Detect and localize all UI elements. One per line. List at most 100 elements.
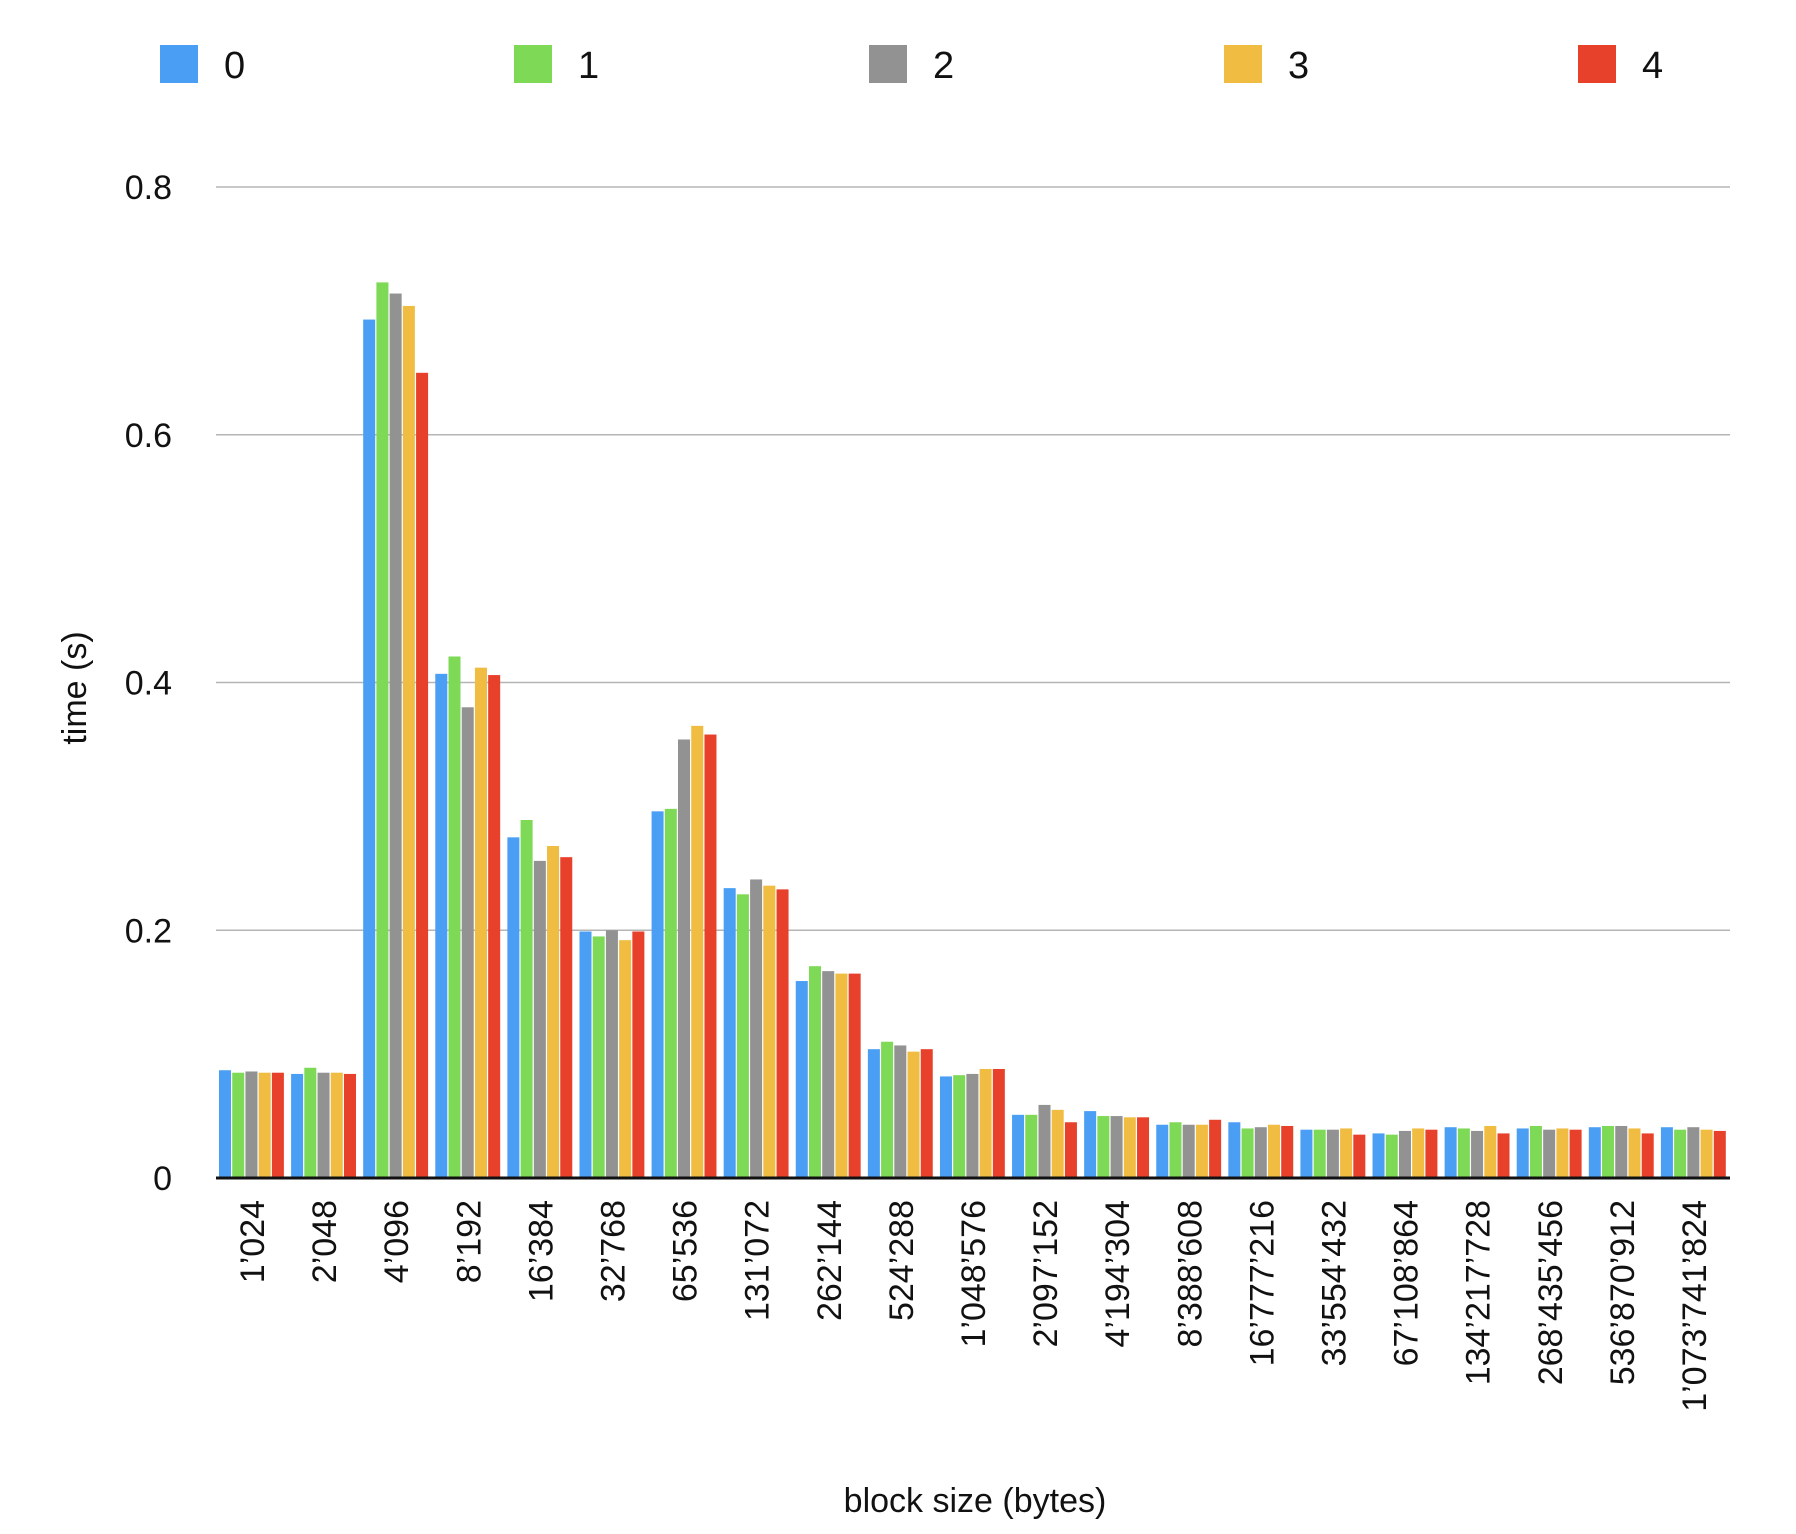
bar-series-4-19 — [1641, 1133, 1654, 1178]
bar-series-4-5 — [632, 931, 645, 1178]
bar-series-2-15 — [1326, 1129, 1339, 1178]
bar-series-0-18 — [1516, 1128, 1529, 1178]
legend-swatch-2 — [869, 45, 907, 83]
bar-series-4-4 — [560, 857, 573, 1178]
bar-series-4-10 — [992, 1068, 1005, 1178]
bar-series-3-11 — [1051, 1109, 1064, 1178]
bar-series-3-6 — [691, 725, 704, 1178]
bar-series-3-20 — [1700, 1129, 1713, 1178]
bar-series-1-13 — [1169, 1122, 1182, 1178]
bar-series-0-3 — [435, 673, 448, 1178]
bar-series-2-11 — [1038, 1104, 1051, 1178]
bar-series-4-14 — [1281, 1125, 1294, 1178]
bar-series-1-16 — [1385, 1134, 1398, 1178]
bar-series-2-14 — [1254, 1127, 1267, 1178]
bar-series-2-13 — [1182, 1124, 1195, 1178]
bar-series-3-9 — [907, 1051, 920, 1178]
bar-series-1-3 — [448, 656, 461, 1178]
y-axis-title: time (s) — [56, 631, 94, 744]
bar-series-1-18 — [1529, 1125, 1542, 1178]
legend-swatch-4 — [1578, 45, 1616, 83]
bar-series-0-1 — [291, 1073, 304, 1178]
bar-series-3-0 — [258, 1072, 271, 1178]
x-tick-label: 131’072 — [739, 1200, 777, 1321]
bar-series-3-19 — [1628, 1128, 1641, 1178]
bar-series-3-18 — [1556, 1128, 1569, 1178]
bar-series-1-0 — [232, 1072, 245, 1178]
legend-label-1: 1 — [578, 45, 599, 87]
bar-series-2-2 — [389, 293, 402, 1178]
bar-series-1-9 — [881, 1041, 894, 1178]
bar-series-3-7 — [763, 885, 776, 1178]
bar-series-0-0 — [219, 1070, 232, 1178]
gridlines — [216, 186, 1730, 931]
bar-series-0-16 — [1372, 1133, 1385, 1178]
y-tick-label: 0.8 — [125, 169, 172, 207]
x-tick-label: 4’194’304 — [1099, 1200, 1137, 1347]
bar-series-2-0 — [245, 1071, 258, 1178]
bar-series-3-2 — [402, 305, 415, 1178]
legend-swatch-1 — [514, 45, 552, 83]
legend-label-2: 2 — [933, 45, 954, 87]
x-axis-ticks: 1’024 2’048 4’096 8’192 16’384 32’768 65’536 13… — [234, 1200, 1714, 1412]
x-tick-label: 32’768 — [595, 1200, 633, 1302]
x-tick-label: 1’048’576 — [955, 1200, 993, 1347]
bar-series-1-11 — [1025, 1114, 1038, 1178]
bar-series-3-14 — [1267, 1124, 1281, 1178]
y-tick-label: 0.2 — [125, 912, 172, 950]
bar-series-0-5 — [579, 931, 592, 1178]
bar-series-3-13 — [1195, 1124, 1208, 1178]
bar-series-4-8 — [848, 973, 861, 1178]
bar-series-2-7 — [750, 879, 763, 1178]
bar-series-0-2 — [363, 319, 376, 1178]
legend: 0 1 2 3 4 — [160, 45, 1663, 87]
y-axis-ticks: 0 0.2 0.4 0.6 0.8 — [125, 169, 172, 1198]
legend-label-3: 3 — [1288, 45, 1309, 87]
bar-series-4-2 — [416, 372, 429, 1178]
legend-swatch-3 — [1224, 45, 1262, 83]
x-tick-label: 2’097’152 — [1027, 1200, 1065, 1347]
bar-series-3-10 — [979, 1068, 992, 1178]
bar-series-0-14 — [1228, 1122, 1241, 1178]
bar-series-0-15 — [1300, 1129, 1313, 1178]
bar-series-2-10 — [966, 1073, 979, 1178]
bar-series-3-1 — [330, 1072, 343, 1178]
bar-series-1-5 — [592, 936, 605, 1178]
bar-series-4-16 — [1425, 1129, 1438, 1178]
x-tick-label: 16’777’216 — [1243, 1200, 1281, 1366]
bar-series-1-6 — [664, 808, 677, 1178]
x-tick-label: 524’288 — [883, 1200, 921, 1321]
bar-series-4-15 — [1353, 1134, 1366, 1178]
bar-series-0-12 — [1084, 1111, 1097, 1178]
bar-series-0-11 — [1012, 1114, 1025, 1178]
bar-series-1-20 — [1674, 1129, 1687, 1178]
bar-series-1-17 — [1457, 1128, 1470, 1178]
bars — [219, 282, 1726, 1178]
bar-series-2-8 — [822, 971, 835, 1178]
x-tick-label: 8’388’608 — [1171, 1200, 1209, 1347]
bar-series-1-1 — [304, 1067, 317, 1178]
x-tick-label: 33’554’432 — [1315, 1200, 1353, 1366]
bar-series-2-20 — [1687, 1127, 1700, 1178]
bar-series-3-3 — [474, 667, 487, 1178]
y-tick-label: 0 — [153, 1160, 172, 1198]
x-tick-label: 2’048 — [306, 1200, 344, 1283]
bar-series-1-12 — [1097, 1116, 1110, 1178]
legend-swatch-0 — [160, 45, 198, 83]
x-tick-label: 16’384 — [522, 1200, 560, 1302]
bar-series-3-15 — [1340, 1128, 1353, 1178]
bar-series-2-4 — [533, 860, 546, 1178]
x-tick-label: 536’870’912 — [1604, 1200, 1642, 1385]
x-axis-title: block size (bytes) — [844, 1482, 1107, 1520]
bar-series-2-12 — [1110, 1116, 1123, 1178]
x-tick-label: 67’108’864 — [1388, 1200, 1426, 1366]
bar-series-4-0 — [271, 1072, 284, 1178]
bar-series-2-9 — [894, 1045, 907, 1178]
x-tick-label: 262’144 — [811, 1200, 849, 1321]
bar-series-1-8 — [808, 966, 821, 1178]
bar-series-4-7 — [776, 889, 789, 1178]
bar-series-1-10 — [953, 1075, 966, 1178]
bar-series-1-7 — [736, 894, 749, 1178]
bar-series-0-7 — [723, 888, 736, 1178]
